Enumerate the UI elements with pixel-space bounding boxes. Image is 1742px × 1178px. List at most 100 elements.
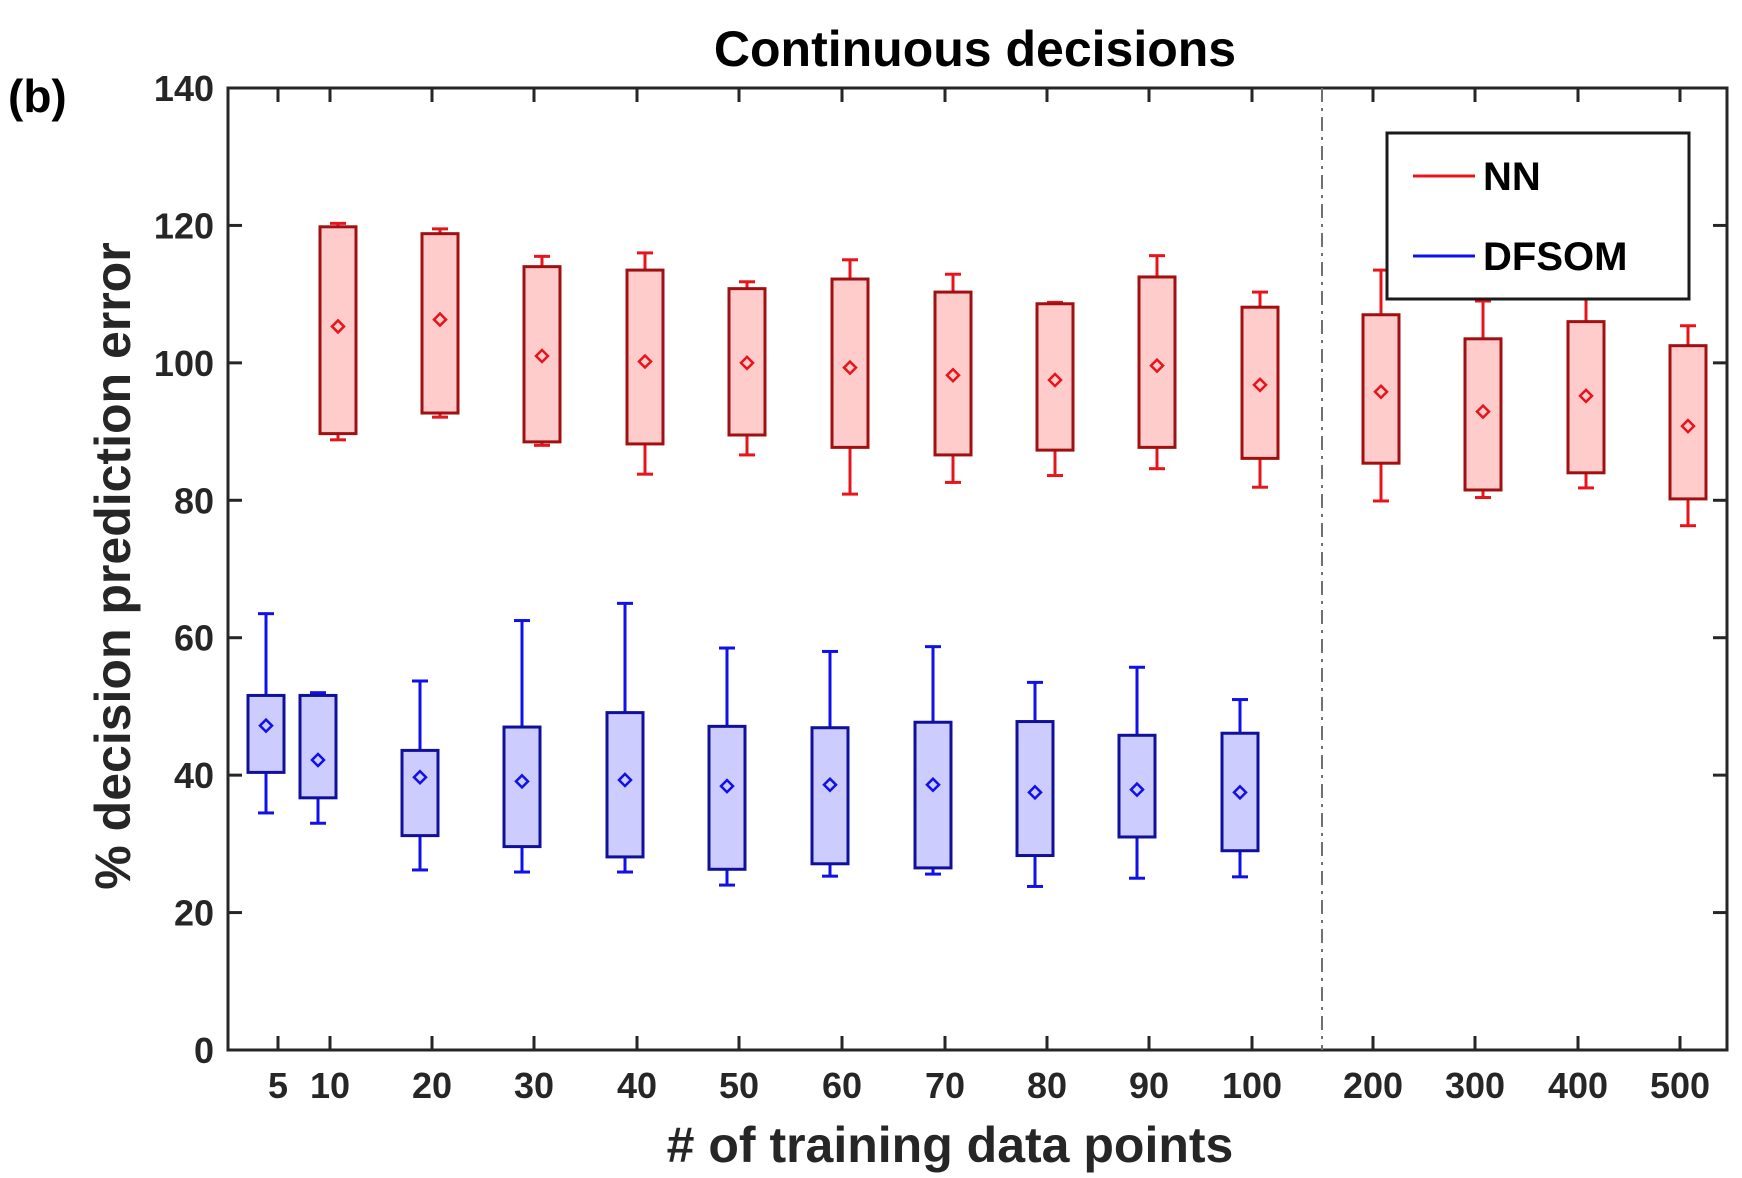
- nn-mean-marker: [534, 348, 550, 364]
- x-tick-label: 40: [617, 1065, 657, 1106]
- x-axis-label: # of training data points: [667, 1117, 1234, 1173]
- legend-label-dfsom: DFSOM: [1483, 235, 1627, 279]
- dfsom-iqr-box: [707, 724, 747, 871]
- legend: NN DFSOM: [1385, 131, 1691, 301]
- nn-box-400: [1566, 296, 1606, 490]
- dfsom-box-60: [810, 649, 850, 878]
- legend-label-nn: NN: [1483, 155, 1541, 199]
- x-tick-label: 100: [1222, 1065, 1282, 1106]
- nn-iqr-box: [933, 290, 973, 457]
- nn-iqr-box: [1137, 275, 1177, 449]
- y-tick-label: 80: [174, 480, 214, 521]
- chart-title: Continuous decisions: [714, 21, 1236, 77]
- nn-box-90: [1137, 254, 1177, 471]
- dfsom-box-50: [707, 646, 747, 887]
- dfsom-iqr-box: [1220, 731, 1260, 853]
- nn-box-100: [1240, 290, 1280, 489]
- x-tick-label: 80: [1027, 1065, 1067, 1106]
- x-tick-label: 500: [1650, 1065, 1710, 1106]
- nn-box-500: [1668, 324, 1708, 528]
- nn-box-20: [420, 227, 460, 419]
- dfsom-box-40: [605, 601, 645, 874]
- nn-mean-marker: [1373, 383, 1389, 400]
- nn-mean-marker: [842, 359, 858, 376]
- dfsom-box-100: [1220, 698, 1260, 879]
- dfsom-mean-marker: [412, 769, 428, 785]
- y-tick-label: 120: [154, 205, 214, 246]
- x-tick-label: 20: [412, 1065, 452, 1106]
- nn-mean-marker: [1578, 388, 1594, 404]
- nn-mean-marker: [1252, 377, 1268, 393]
- nn-mean-marker: [432, 311, 448, 328]
- x-tick-label: 200: [1343, 1065, 1403, 1106]
- dfsom-mean-marker: [258, 717, 274, 734]
- nn-mean-marker: [637, 353, 653, 370]
- dfsom-box-20: [400, 679, 440, 872]
- plot-frame: [226, 86, 1729, 1052]
- plot-area: 0 20 40 60 80 100 120 140 5 10 20 30 40 50 60 70 80 90 100…: [154, 68, 1729, 1106]
- dfsom-box-90: [1117, 665, 1157, 880]
- nn-mean-marker: [945, 367, 961, 383]
- nn-box-40: [625, 251, 665, 476]
- dfsom-iqr-box: [913, 720, 953, 870]
- dfsom-box-10: [298, 691, 338, 825]
- legend-box: [1385, 131, 1691, 301]
- dfsom-iqr-box: [400, 748, 440, 838]
- nn-iqr-box: [420, 232, 460, 415]
- nn-iqr-box: [1668, 344, 1708, 501]
- nn-box-70: [933, 272, 973, 484]
- dfsom-iqr-box: [810, 726, 850, 866]
- x-tick-label: 30: [514, 1065, 554, 1106]
- nn-mean-marker: [739, 355, 755, 371]
- dfsom-iqr-box: [502, 725, 542, 849]
- nn-iqr-box: [1035, 302, 1075, 452]
- nn-mean-marker: [330, 318, 346, 335]
- y-tick-label: 0: [194, 1030, 214, 1071]
- nn-iqr-box: [1463, 337, 1503, 492]
- nn-iqr-box: [522, 265, 562, 444]
- y-tick-label: 20: [174, 893, 214, 934]
- x-tick-label: 50: [719, 1065, 759, 1106]
- nn-box-30: [522, 254, 562, 447]
- nn-iqr-box: [727, 287, 767, 437]
- x-tick-label: 60: [822, 1065, 862, 1106]
- nn-box-300: [1463, 299, 1503, 500]
- dfsom-mean-marker: [310, 752, 326, 768]
- dfsom-box-5: [246, 612, 286, 815]
- dfsom-mean-marker: [617, 772, 633, 788]
- dfsom-mean-marker: [822, 776, 838, 793]
- nn-box-200: [1361, 268, 1401, 503]
- dfsom-mean-marker: [1027, 784, 1043, 801]
- dfsom-iqr-box: [298, 693, 338, 800]
- x-tick-label: 70: [925, 1065, 965, 1106]
- nn-mean-marker: [1047, 372, 1063, 388]
- nn-box-10: [318, 221, 358, 442]
- dfsom-iqr-box: [246, 693, 286, 774]
- nn-box-50: [727, 280, 767, 457]
- nn-iqr-box: [1240, 305, 1280, 460]
- nn-box-60: [830, 258, 870, 496]
- dfsom-mean-marker: [1232, 784, 1248, 801]
- y-tick-label: 140: [154, 68, 214, 109]
- dfsom-mean-marker: [1129, 781, 1145, 798]
- dfsom-box-70: [913, 645, 953, 876]
- nn-iqr-box: [1361, 313, 1401, 465]
- nn-box-80: [1035, 300, 1075, 478]
- x-tick-label: 10: [310, 1065, 350, 1106]
- nn-mean-marker: [1475, 403, 1491, 420]
- dfsom-mean-marker: [925, 776, 941, 793]
- dfsom-mean-marker: [719, 778, 735, 794]
- nn-mean-marker: [1680, 418, 1696, 434]
- x-tick-label: 5: [268, 1065, 288, 1106]
- x-tick-label: 300: [1445, 1065, 1505, 1106]
- x-tick-label: 400: [1548, 1065, 1608, 1106]
- nn-mean-marker: [1149, 357, 1165, 374]
- y-tick-label: 60: [174, 618, 214, 659]
- x-tick-label: 90: [1129, 1065, 1169, 1106]
- nn-iqr-box: [1566, 320, 1606, 475]
- dfsom-box-30: [502, 619, 542, 874]
- y-tick-label: 40: [174, 755, 214, 796]
- dfsom-iqr-box: [1117, 733, 1157, 839]
- dfsom-iqr-box: [1015, 720, 1055, 858]
